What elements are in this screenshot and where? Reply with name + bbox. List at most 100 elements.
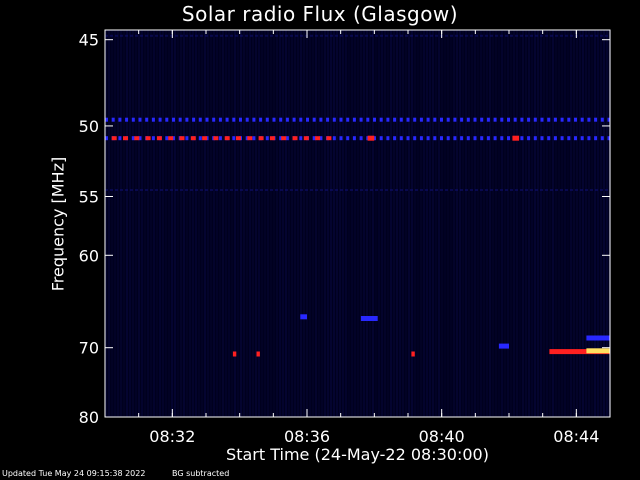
y-tick-label: 60 <box>79 246 99 265</box>
noise-stripe <box>600 30 602 417</box>
faint-band-segment <box>470 34 473 37</box>
band-segment <box>500 136 504 141</box>
band-segment <box>312 117 316 122</box>
band-segment <box>587 136 591 141</box>
band-segment <box>393 117 397 122</box>
faint-band-segment <box>560 34 563 37</box>
faint-band-segment <box>160 34 163 37</box>
noise-stripe <box>153 30 155 417</box>
faint-band-segment <box>605 189 608 191</box>
faint-band-segment <box>290 189 293 191</box>
band-segment <box>326 136 332 141</box>
noise-stripe <box>405 30 407 417</box>
faint-band-segment <box>285 34 288 37</box>
noise-stripe <box>297 30 299 417</box>
band-segment <box>607 136 611 141</box>
faint-band-segment <box>275 34 278 37</box>
faint-band-segment <box>395 189 398 191</box>
faint-band-segment <box>145 189 148 191</box>
faint-band-segment <box>540 189 543 191</box>
noise-stripe <box>207 30 209 417</box>
noise-stripe <box>489 30 491 417</box>
noise-stripe <box>258 30 260 417</box>
noise-stripe <box>216 30 218 417</box>
faint-band-segment <box>460 189 463 191</box>
faint-band-segment <box>380 34 383 37</box>
band-segment <box>172 117 175 122</box>
emission-spot <box>360 316 378 321</box>
noise-stripe <box>135 30 137 417</box>
faint-band-segment <box>330 34 333 37</box>
faint-band-segment <box>590 34 593 37</box>
faint-band-segment <box>150 34 153 37</box>
noise-stripe <box>309 30 311 417</box>
band-segment <box>265 117 269 122</box>
faint-band-segment <box>220 34 223 37</box>
faint-band-segment <box>370 189 373 191</box>
noise-stripe <box>105 30 107 417</box>
x-tick-label: 08:32 <box>149 427 195 446</box>
faint-band-segment <box>395 34 398 37</box>
faint-band-segment <box>180 34 183 37</box>
faint-band-segment <box>490 189 493 191</box>
noise-stripe <box>357 30 359 417</box>
noise-stripe <box>579 30 581 417</box>
band-segment <box>156 136 162 141</box>
band-segment <box>245 117 249 122</box>
faint-band-segment <box>310 34 313 37</box>
faint-band-segment <box>435 189 438 191</box>
faint-band-segment <box>385 189 388 191</box>
band-segment <box>178 117 182 122</box>
noise-stripe <box>570 30 572 417</box>
faint-band-segment <box>440 189 443 191</box>
noise-stripe <box>237 30 239 417</box>
faint-band-segment <box>180 189 183 191</box>
band-segment <box>158 117 162 122</box>
band-segment <box>303 136 309 141</box>
band-segment <box>346 136 350 141</box>
noise-stripe <box>429 30 431 417</box>
band-segment <box>319 117 323 122</box>
noise-stripe <box>498 30 500 417</box>
band-segment <box>285 136 289 141</box>
noise-stripe <box>393 30 395 417</box>
noise-stripe <box>432 30 434 417</box>
bg-subtracted-note: BG subtracted <box>172 469 230 478</box>
band-segment <box>553 117 557 122</box>
noise-stripe <box>564 30 566 417</box>
faint-band-segment <box>560 189 563 191</box>
band-segment <box>406 117 410 122</box>
noise-stripe <box>576 30 578 417</box>
faint-band-segment <box>420 189 423 191</box>
band-segment <box>580 117 584 122</box>
noise-stripe <box>537 30 539 417</box>
band-segment <box>594 117 598 122</box>
noise-stripe <box>267 30 269 417</box>
noise-stripe <box>174 30 176 417</box>
band-segment <box>134 136 140 141</box>
band-segment <box>245 136 249 141</box>
faint-band-segment <box>410 189 413 191</box>
band-segment <box>413 117 417 122</box>
band-segment <box>453 117 457 122</box>
faint-band-segment <box>120 34 123 37</box>
noise-stripe <box>375 30 377 417</box>
band-segment <box>379 136 383 141</box>
noise-stripe <box>606 30 608 417</box>
noise-stripe <box>510 30 512 417</box>
noise-stripe <box>495 30 497 417</box>
band-segment <box>460 117 464 122</box>
faint-band-segment <box>555 189 558 191</box>
faint-band-segment <box>280 189 283 191</box>
band-segment <box>185 136 189 141</box>
faint-band-segment <box>585 34 588 37</box>
faint-band-segment <box>205 34 208 37</box>
noise-stripe <box>540 30 542 417</box>
y-tick-label: 70 <box>79 339 99 358</box>
faint-band-segment <box>115 34 118 37</box>
faint-band-segment <box>430 189 433 191</box>
faint-band-segment <box>295 189 298 191</box>
faint-band-segment <box>140 34 143 37</box>
noise-stripe <box>345 30 347 417</box>
band-segment <box>473 117 477 122</box>
